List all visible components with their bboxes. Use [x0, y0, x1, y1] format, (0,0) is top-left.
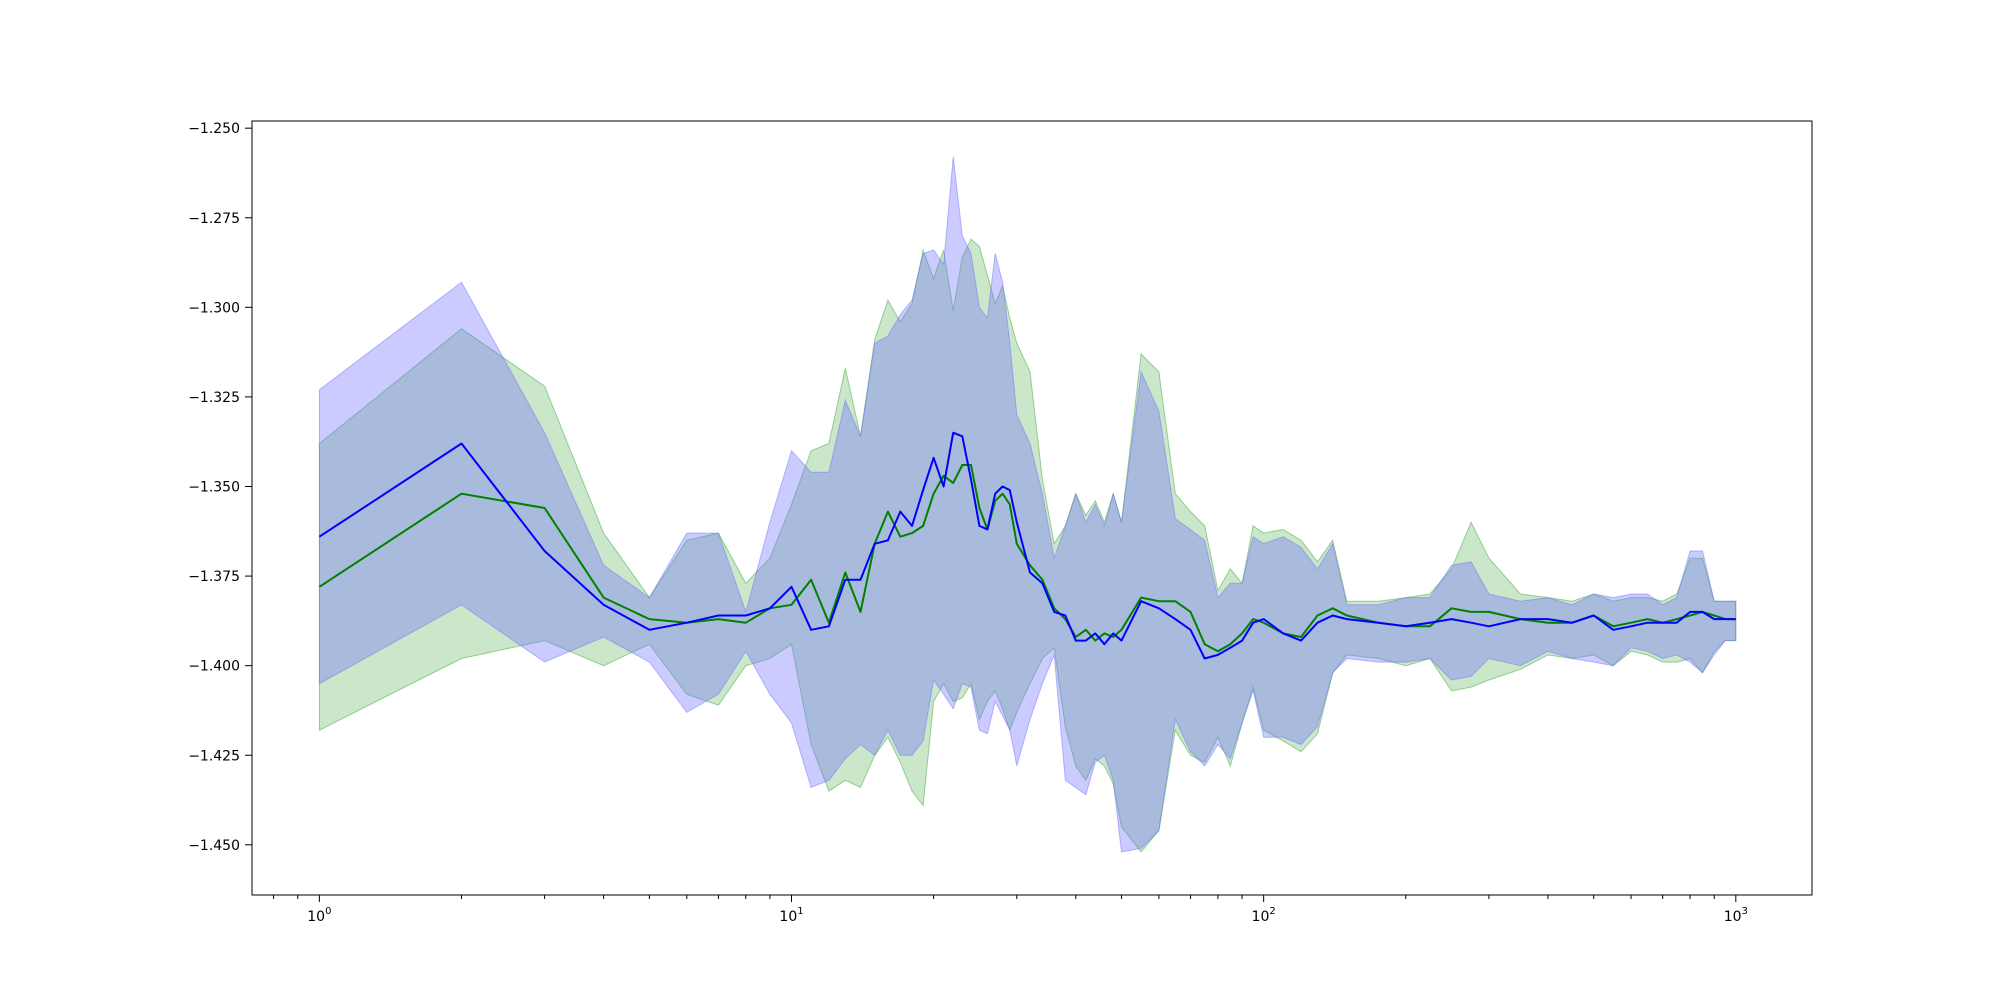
y-tick-label: −1.300 [188, 300, 240, 316]
x-tick-label: 102 [1252, 906, 1276, 925]
y-tick-label: −1.425 [188, 748, 240, 764]
series-2-band [318, 156, 1737, 853]
x-axis: 100 101 102 103 [273, 895, 1748, 925]
series-1-line [318, 464, 1736, 653]
y-tick-label: −1.275 [188, 211, 240, 227]
y-tick-label: −1.450 [188, 838, 240, 854]
y-tick-label: −1.375 [188, 569, 240, 585]
plot-frame [251, 120, 1813, 896]
y-tick-label: −1.325 [188, 390, 240, 406]
y-tick-label: −1.400 [188, 659, 240, 675]
y-axis: −1.250 −1.275 −1.300 −1.325 −1.350 −1.375 −1.4… [188, 121, 252, 854]
x-tick-label: 103 [1724, 906, 1748, 925]
y-tick-label: −1.350 [188, 480, 240, 496]
x-tick-label: 100 [307, 906, 331, 925]
series-2-line [318, 431, 1736, 660]
mean-lines [318, 431, 1736, 660]
series-1-band [318, 238, 1737, 853]
confidence-bands [318, 156, 1737, 853]
y-tick-label: −1.250 [188, 121, 240, 137]
x-tick-label: 101 [779, 906, 803, 925]
